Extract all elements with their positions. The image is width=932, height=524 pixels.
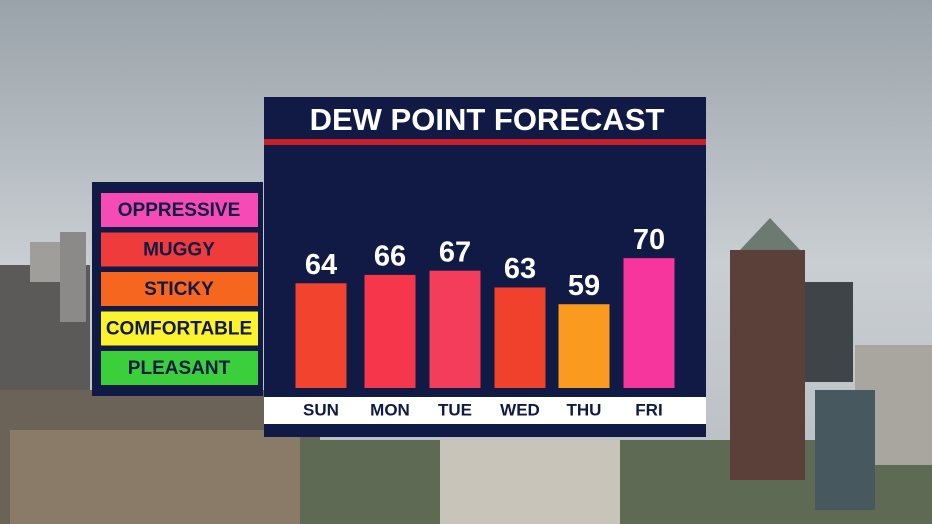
value-label: 67 (439, 236, 471, 268)
x-tick-label: SUN (303, 400, 339, 419)
bar (429, 270, 481, 388)
chart-title: DEW POINT FORECAST (310, 102, 665, 137)
bar (295, 283, 347, 388)
bar (494, 287, 546, 388)
legend-label: STICKY (144, 279, 214, 300)
bar (558, 304, 610, 388)
bar (364, 274, 416, 388)
city-skyline (0, 218, 932, 524)
plot: 64 SUN 66 MON 67 TUE 63 WED 59 THU 70 FRI (295, 224, 675, 419)
legend-swatch (101, 193, 258, 227)
legend-label: OPPRESSIVE (118, 200, 241, 221)
value-label: 64 (305, 249, 337, 281)
category-strip (264, 397, 706, 424)
x-tick-label: MON (370, 400, 410, 419)
legend: OPPRESSIVE MUGGY STICKY COMFORTABLE PLEASANT (101, 193, 258, 385)
value-label: 70 (633, 224, 665, 256)
legend-swatch (101, 311, 258, 346)
x-tick-label: TUE (438, 400, 472, 419)
bar (623, 258, 675, 388)
legend-label: PLEASANT (128, 358, 231, 379)
x-tick-label: THU (567, 400, 602, 419)
legend-swatch (101, 232, 258, 267)
x-tick-label: FRI (635, 400, 662, 419)
legend-label: MUGGY (143, 240, 215, 261)
x-tick-label: WED (500, 400, 540, 419)
legend-swatch (101, 351, 258, 385)
legend-label: COMFORTABLE (106, 319, 252, 340)
value-label: 66 (374, 241, 406, 273)
value-label: 63 (504, 253, 536, 285)
legend-swatch (101, 272, 258, 306)
title-underline (264, 139, 706, 145)
value-label: 59 (568, 270, 600, 302)
